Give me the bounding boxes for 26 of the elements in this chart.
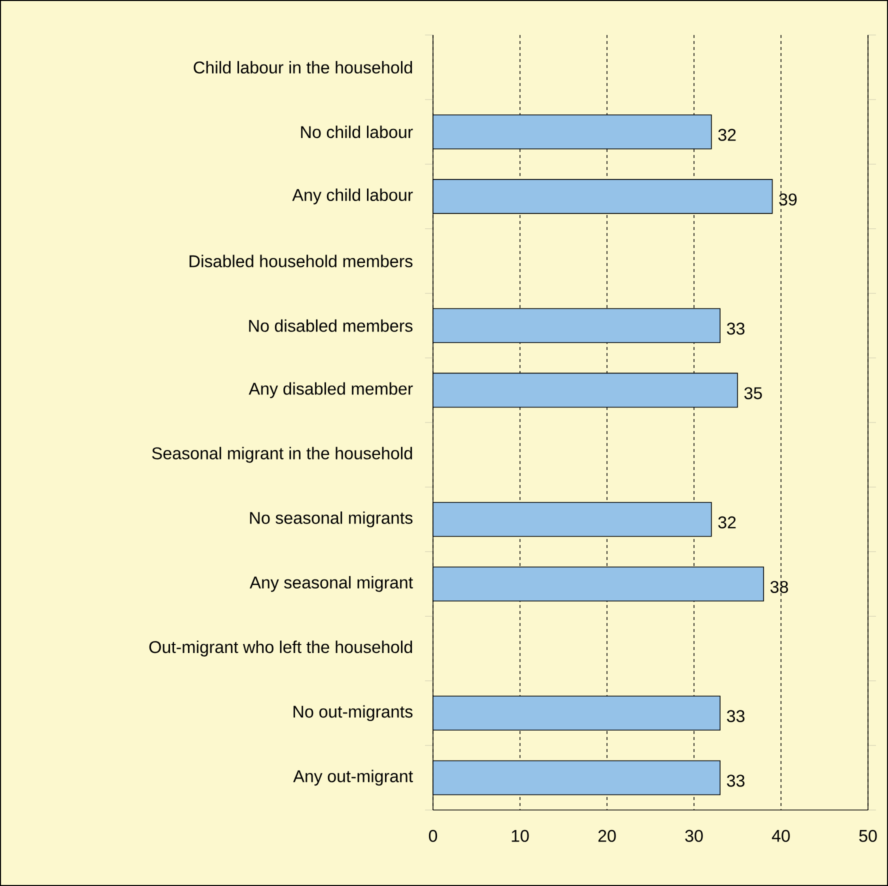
data-label: 33 [726,322,744,335]
data-label: 33 [726,774,744,787]
y-tick-label: Any child labour [292,188,413,204]
data-label: 38 [770,580,788,593]
data-label: 33 [726,710,744,722]
x-tick-label: 40 [772,830,790,842]
y-tick-label: Any disabled member [248,382,413,398]
y-tick-label: No out-migrants [294,705,412,722]
y-tick-label: No child labour [301,126,413,138]
x-tick-label: 0 [428,830,438,842]
x-tick-label: 10 [512,830,529,842]
x-tick-label: 50 [859,830,877,842]
data-label: 32 [718,516,736,528]
y-tick-label: No seasonal migrants [250,511,412,528]
data-label: 35 [744,387,762,400]
data-label: 39 [779,193,797,206]
y-tick-label: Seasonal migrant in the household [152,446,412,463]
y-tick-label: Disabled household members [190,254,412,268]
y-tick-label: Any seasonal migrant [250,576,413,592]
y-tick-label: No disabled members [249,319,412,332]
x-tick-label: 20 [598,830,616,842]
data-label: 32 [718,128,736,141]
y-tick-label: Any out-migrant [293,770,413,786]
y-tick-label: Child labour in the household [194,61,412,74]
x-tick-label: 30 [685,830,703,842]
y-tick-label: Out-migrant who left the household [149,640,412,656]
